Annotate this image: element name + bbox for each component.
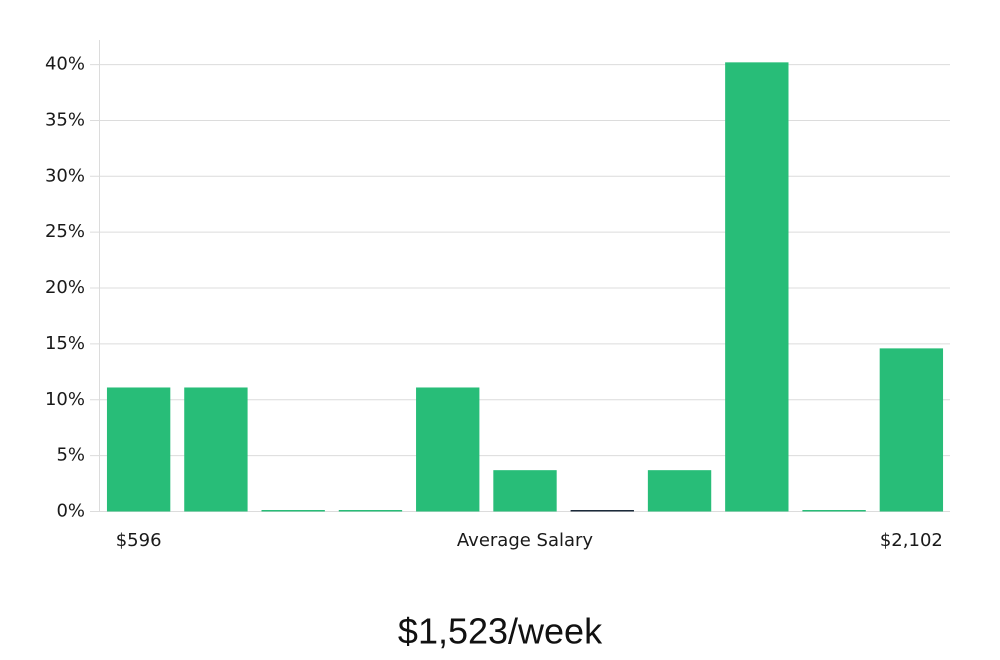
y-tick-label: 30% <box>45 165 85 186</box>
salary-summary: $1,523/week <box>398 611 603 652</box>
bar <box>570 510 634 512</box>
y-tick-label: 5% <box>56 445 85 466</box>
y-tick-label: 35% <box>45 109 85 130</box>
bar <box>802 510 866 512</box>
x-tick-label: $2,102 <box>880 530 943 551</box>
bar <box>725 62 789 512</box>
bar <box>338 510 403 512</box>
x-axis-label: Average Salary <box>457 530 594 551</box>
bar <box>416 387 480 512</box>
y-tick-label: 40% <box>45 54 85 75</box>
bar <box>106 387 171 512</box>
bar <box>647 470 712 512</box>
bar <box>493 470 557 512</box>
bar <box>184 387 248 512</box>
y-tick-label: 15% <box>45 333 85 354</box>
bar <box>879 348 944 512</box>
y-tick-label: 10% <box>45 389 85 410</box>
y-tick-label: 25% <box>45 221 85 242</box>
y-tick-label: 20% <box>45 277 85 298</box>
x-tick-label: $596 <box>116 530 162 551</box>
bar <box>261 510 325 512</box>
y-tick-label: 0% <box>56 501 85 522</box>
